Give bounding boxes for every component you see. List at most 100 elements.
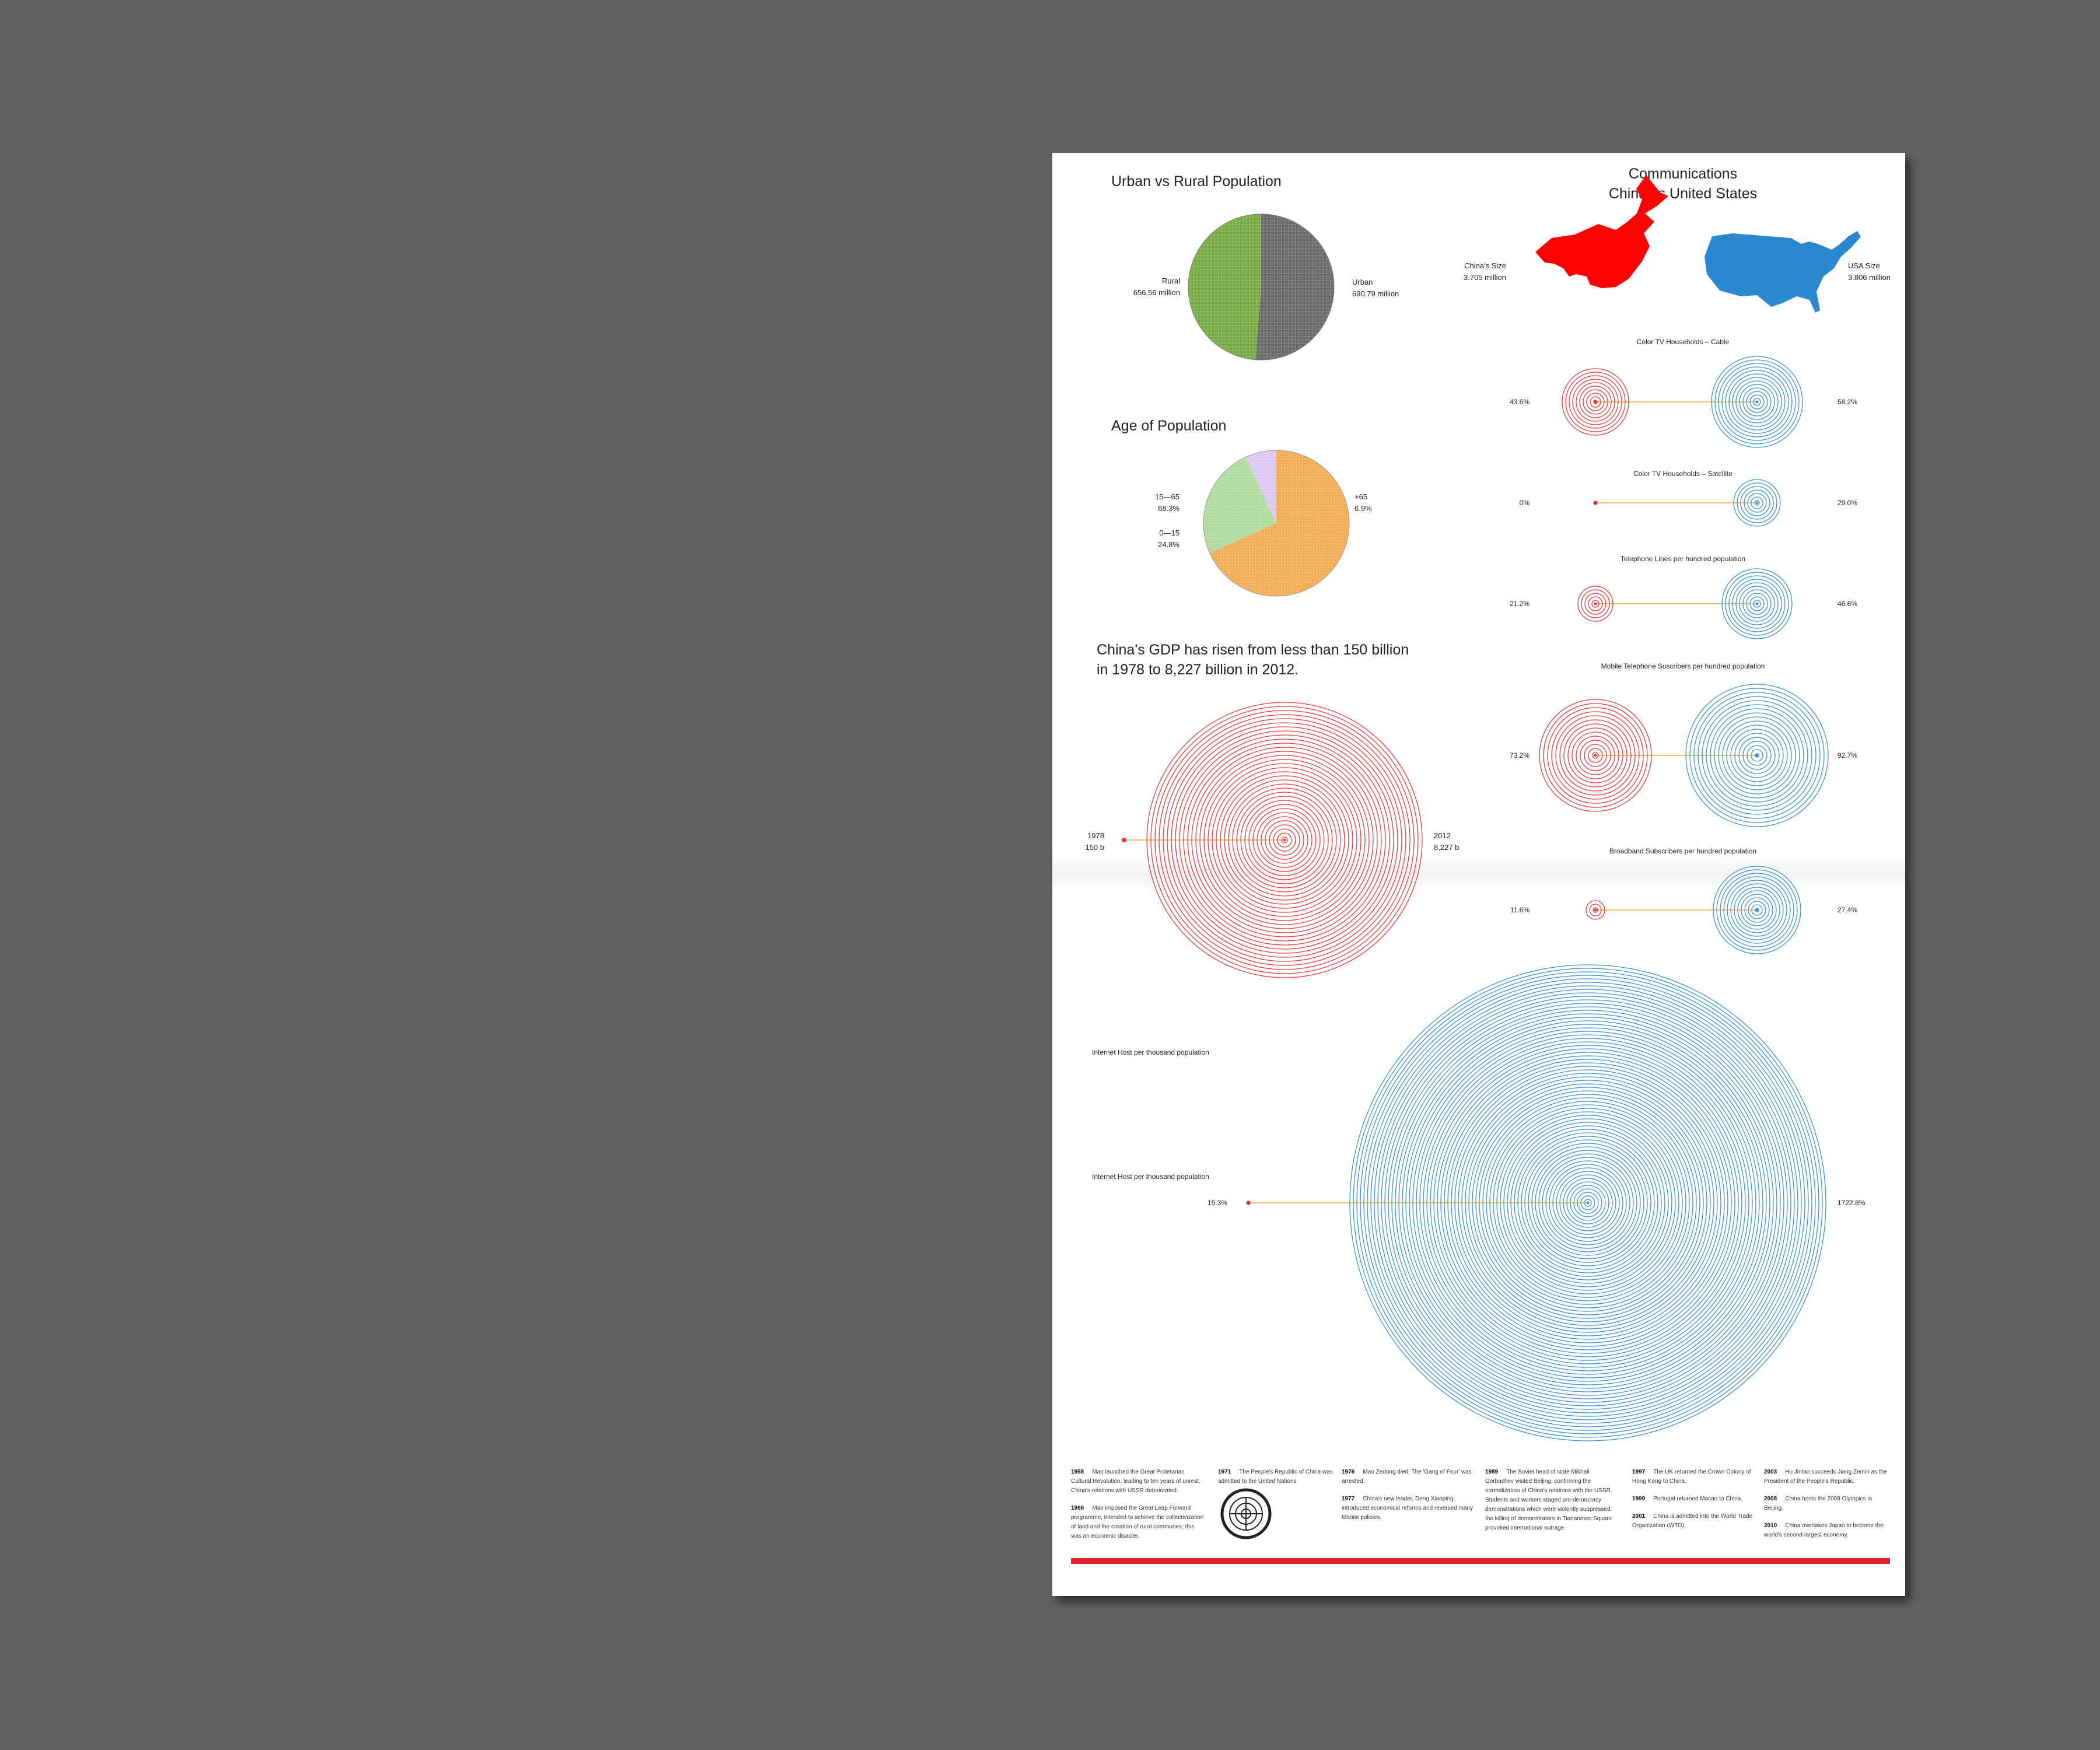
- comm-usa-value-1: 29.0%: [1838, 499, 1857, 507]
- gdp-2012-ring: [1199, 755, 1370, 925]
- gdp-2012-ring: [1150, 706, 1419, 974]
- gdp-2012-ring: [1269, 824, 1300, 856]
- comm-metric-title-1: Color TV Households – Satellite: [1633, 470, 1732, 478]
- comm-china-3-ring: [1592, 752, 1599, 759]
- comm-usa-4-ring: [1716, 869, 1798, 951]
- internet-usa-ring: [1482, 1097, 1693, 1308]
- comm-usa-2-center: [1755, 602, 1759, 606]
- gdp-2012-ring: [1220, 775, 1349, 905]
- comm-usa-1-ring: [1751, 496, 1763, 509]
- gdp-title-line2: in 1978 to 8,227 billion in 2012.: [1097, 662, 1298, 678]
- timeline-col-6: 2003 Hu Jintao succeeds Jiang Zemin as th…: [1764, 1468, 1891, 1548]
- comm-usa-2-ring: [1735, 582, 1779, 625]
- internet-usa-ring: [1542, 1157, 1634, 1249]
- timeline-col-2: 1971 The People's Republic of China was a…: [1218, 1468, 1335, 1494]
- communications-title-line2: China vs United States: [1609, 186, 1757, 202]
- comm-china-3-ring: [1563, 723, 1628, 788]
- gdp-title-line1: China's GDP has risen from less than 150…: [1097, 642, 1409, 658]
- internet-usa-ring: [1524, 1139, 1651, 1266]
- gdp-2012-ring: [1208, 763, 1362, 917]
- internet-usa-ring: [1573, 1188, 1602, 1217]
- comm-usa-3-ring: [1722, 720, 1792, 790]
- gdp-2012-ring: [1244, 800, 1325, 880]
- comm-china-3-ring: [1551, 711, 1640, 800]
- comm-usa-4-ring: [1723, 876, 1791, 944]
- gdp-2012-ring: [1261, 816, 1308, 864]
- comm-usa-0-ring: [1742, 387, 1772, 416]
- age-15-65-label: 15—65: [1155, 492, 1180, 501]
- comm-usa-2-ring: [1725, 572, 1789, 636]
- comm-usa-0-ring: [1718, 363, 1796, 441]
- comm-metric-title-3: Mobile Telephone Suscribers per hundred …: [1601, 662, 1765, 670]
- usa-size-label: USA Size: [1848, 261, 1880, 270]
- internet-usa-ring: [1556, 1171, 1620, 1235]
- timeline-entry: 1958 Mao launched the Great Proletarian C…: [1071, 1469, 1200, 1494]
- comm-china-3-ring: [1543, 703, 1648, 808]
- gdp-2012-ring: [1224, 779, 1345, 901]
- comm-usa-4-ring: [1751, 904, 1763, 916]
- comm-usa-3-ring: [1706, 704, 1808, 807]
- internet-usa-ring: [1423, 1038, 1753, 1368]
- internet-usa-ring: [1395, 1010, 1781, 1396]
- comm-china-0-ring: [1576, 382, 1615, 422]
- internet-usa-ring: [1507, 1122, 1669, 1284]
- internet-usa-ring: [1535, 1150, 1641, 1256]
- gdp-2012-ring: [1236, 792, 1333, 888]
- comm-usa-3-ring: [1718, 716, 1796, 794]
- comm-usa-0-ring: [1728, 373, 1786, 430]
- gdp-2012-ring: [1171, 726, 1398, 954]
- comm-china-4-rings: [1586, 900, 1605, 920]
- timeline-entry: 1976 Mao Zedong died. The 'Gang of Four' …: [1342, 1469, 1472, 1485]
- urban-rural-pie-outline: [1188, 214, 1335, 360]
- comm-china-3-ring: [1588, 748, 1603, 763]
- internet-host-label-repeat: Internet Host per thousand population: [1092, 1048, 1209, 1056]
- comm-usa-4-ring: [1730, 883, 1784, 937]
- internet-usa-ring: [1552, 1167, 1623, 1238]
- comm-usa-4-ring: [1737, 890, 1777, 930]
- internet-usa-ring: [1570, 1185, 1606, 1221]
- gdp-2012-ring: [1146, 702, 1423, 978]
- comm-usa-1-ring: [1737, 482, 1777, 523]
- gdp-2012-ring: [1256, 812, 1312, 868]
- urban-rural-pie-slice-texture-0: [1255, 214, 1335, 360]
- internet-usa-ring: [1496, 1111, 1679, 1294]
- comm-usa-4-rings: [1713, 866, 1801, 954]
- internet-usa-ring: [1447, 1062, 1728, 1343]
- comm-usa-2-ring: [1746, 593, 1768, 615]
- comm-china-2-ring: [1584, 593, 1606, 615]
- comm-usa-3-ring: [1689, 688, 1825, 823]
- comm-usa-1-ring: [1733, 479, 1781, 527]
- comm-china-3-ring: [1580, 740, 1611, 771]
- comm-usa-2-ring: [1721, 568, 1793, 639]
- internet-usa-ring: [1563, 1178, 1613, 1228]
- gdp-2012-ring: [1228, 783, 1341, 897]
- comm-china-0-ring: [1569, 375, 1622, 429]
- internet-usa-ring: [1549, 1164, 1627, 1242]
- usa-map-icon: [1704, 231, 1861, 313]
- comm-china-3-ring: [1547, 707, 1644, 804]
- comm-usa-0-ring: [1725, 370, 1789, 434]
- gdp-2012-ring: [1179, 734, 1390, 946]
- comm-usa-0-center: [1755, 400, 1759, 404]
- age-pie-slice-texture-1: [1203, 457, 1276, 554]
- comm-china-4-ring: [1592, 907, 1598, 913]
- internet-usa-ring: [1374, 989, 1802, 1417]
- comm-china-3-ring: [1555, 715, 1636, 796]
- internet-usa-ring: [1353, 968, 1823, 1438]
- internet-usa-ring: [1430, 1045, 1746, 1361]
- comm-china-4-ring: [1586, 900, 1605, 920]
- gdp-2012-ring: [1232, 788, 1337, 892]
- comm-usa-3-ring: [1693, 692, 1821, 819]
- comm-usa-4-ring: [1734, 887, 1780, 933]
- internet-usa-ring: [1465, 1080, 1711, 1326]
- comm-china-3-ring: [1539, 699, 1652, 812]
- internet-usa-ring: [1531, 1146, 1644, 1259]
- internet-usa-ring: [1370, 985, 1805, 1420]
- internet-usa-ring: [1475, 1090, 1700, 1315]
- comm-usa-2-ring: [1749, 596, 1765, 611]
- internet-usa-ring: [1363, 978, 1812, 1427]
- internet-usa-ring: [1377, 992, 1798, 1413]
- internet-usa-ring: [1517, 1132, 1658, 1273]
- internet-usa-ring: [1444, 1059, 1732, 1347]
